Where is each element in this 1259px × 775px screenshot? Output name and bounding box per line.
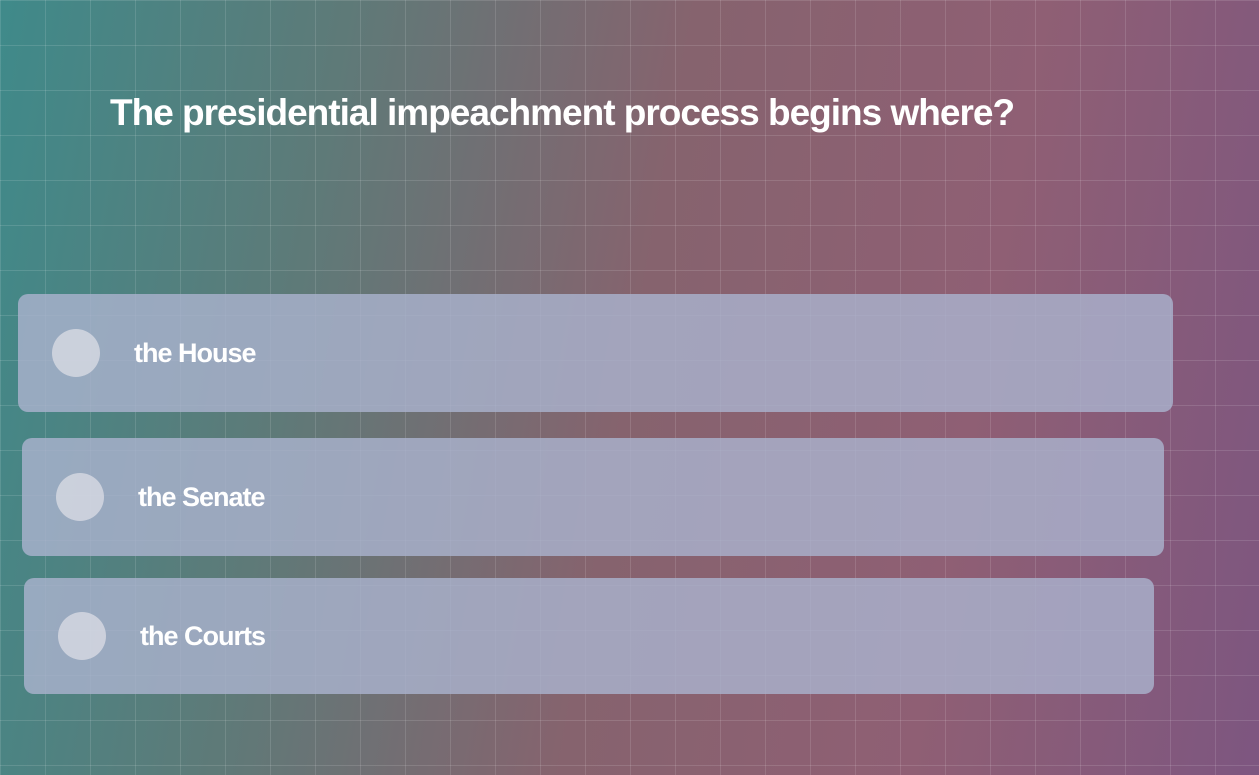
- question-text: The presidential impeachment process beg…: [110, 92, 1015, 133]
- option-house[interactable]: the House: [18, 294, 1173, 412]
- radio-button[interactable]: [58, 612, 106, 660]
- option-label: the House: [134, 337, 257, 368]
- option-courts[interactable]: the Courts: [24, 578, 1154, 694]
- option-label: the Courts: [140, 620, 266, 651]
- radio-button[interactable]: [52, 329, 100, 377]
- radio-button[interactable]: [56, 473, 104, 521]
- option-senate[interactable]: the Senate: [22, 438, 1164, 556]
- option-label: the Senate: [138, 481, 266, 512]
